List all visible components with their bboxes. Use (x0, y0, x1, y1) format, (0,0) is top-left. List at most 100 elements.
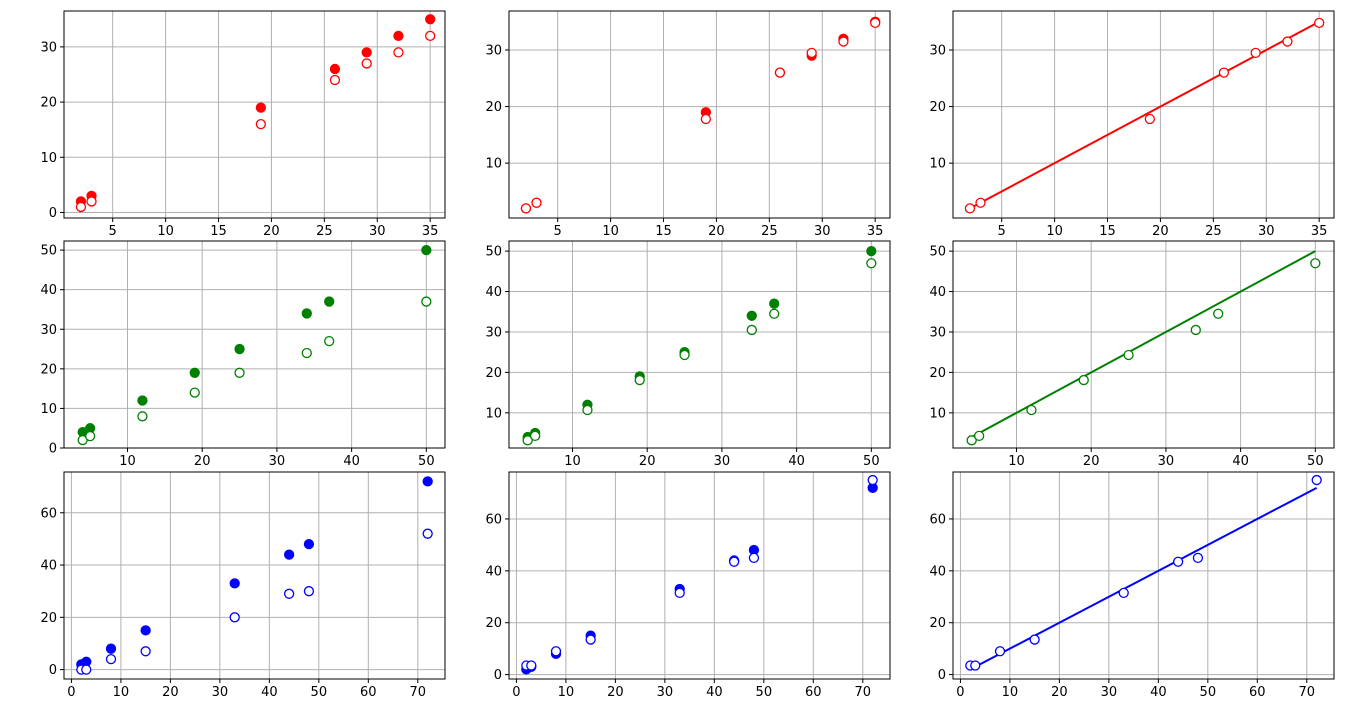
hollow-point (522, 435, 533, 446)
x-tick-label: 30 (714, 454, 731, 469)
hollow-point (674, 587, 685, 599)
hollow-point (1213, 308, 1224, 319)
hollow-point (324, 335, 335, 347)
x-tick-label: 10 (564, 454, 581, 469)
y-tick-label: 60 (485, 512, 502, 527)
hollow-point (1314, 17, 1325, 29)
filled-point (234, 343, 245, 355)
x-tick-label: 50 (1307, 454, 1324, 469)
y-tick-label: 10 (929, 406, 946, 421)
filled-point (301, 308, 312, 319)
filled-point (303, 538, 315, 550)
y-tick-label: 60 (40, 506, 57, 521)
hollow-point (520, 203, 532, 214)
hollow-point (582, 404, 593, 416)
y-tick-label: 50 (40, 244, 57, 259)
x-tick-label: 30 (212, 685, 229, 700)
hollow-point (421, 296, 432, 307)
hollow-point (866, 258, 877, 269)
y-tick-label: 10 (485, 406, 502, 421)
y-tick-label: 20 (929, 366, 946, 381)
plot-area (64, 472, 445, 679)
hollow-point (86, 196, 97, 207)
x-tick-label: 30 (657, 685, 674, 700)
x-tick-label: 30 (1258, 224, 1275, 239)
plot-frame (952, 10, 1335, 219)
filled-point (140, 625, 151, 636)
x-tick-label: 35 (422, 224, 439, 239)
y-tick-label: 40 (40, 559, 57, 574)
plot-frame (508, 471, 891, 680)
hollow-point (301, 347, 312, 359)
hollow-point (748, 552, 760, 564)
hollow-point (867, 474, 878, 486)
data-layer (964, 17, 1325, 214)
filled-point (746, 310, 757, 321)
hollow-point (255, 119, 267, 130)
x-tick-label: 15 (1099, 224, 1116, 239)
x-tick-label: 30 (814, 224, 831, 239)
hollow-point (1172, 556, 1184, 567)
hollow-point (526, 660, 537, 671)
x-tick-label: 0 (67, 685, 75, 700)
hollow-point (966, 435, 977, 446)
hollow-point (393, 47, 404, 58)
filled-point (425, 14, 436, 25)
x-tick-label: 40 (1150, 685, 1167, 700)
hollow-point (970, 660, 981, 671)
hollow-point (229, 612, 240, 623)
x-tick-label: 30 (1101, 685, 1118, 700)
y-tick-label: 20 (485, 100, 502, 115)
hollow-point (1311, 474, 1322, 486)
y-tick-label: 20 (929, 100, 946, 115)
x-tick-label: 50 (863, 454, 880, 469)
data-layer (521, 474, 878, 675)
x-tick-label: 20 (607, 685, 624, 700)
x-tick-label: 20 (263, 224, 280, 239)
y-tick-label: 10 (40, 151, 57, 166)
plot-area (509, 11, 890, 218)
hollow-point (81, 664, 92, 675)
x-tick-label: 20 (708, 224, 725, 239)
x-tick-label: 20 (639, 454, 656, 469)
x-tick-label: 15 (210, 224, 227, 239)
filled-point (137, 395, 148, 406)
hollow-point (1282, 36, 1293, 47)
hollow-point (189, 387, 200, 398)
subplot-r0-c2: 5 10 15 20 25 30 35 10 20 30 (929, 10, 1335, 239)
data-layer (966, 250, 1321, 446)
subplot-r2-c1: 0 10 20 30 40 50 60 70 0 20 40 60 (485, 471, 891, 700)
y-tick-label: 0 (938, 668, 946, 683)
hollow-point (329, 74, 341, 86)
filled-point (361, 47, 372, 58)
x-tick-label: 25 (1205, 224, 1222, 239)
data-layer (965, 474, 1322, 671)
hollow-point (964, 203, 976, 214)
x-tick-label: 10 (602, 224, 619, 239)
filled-point (866, 245, 877, 257)
y-tick-label: 20 (485, 366, 502, 381)
hollow-point (746, 324, 757, 336)
hollow-point (1144, 113, 1155, 125)
x-tick-label: 25 (761, 224, 778, 239)
filled-point (255, 102, 267, 113)
hollow-point (1192, 552, 1204, 564)
subplot-r0-c1: 5 10 15 20 25 30 35 10 20 30 (485, 10, 891, 239)
hollow-point (1123, 349, 1134, 361)
x-tick-label: 5 (109, 224, 117, 239)
subplot-r2-c2: 0 10 20 30 40 50 60 70 0 20 40 60 (929, 471, 1335, 700)
hollow-point (1026, 404, 1037, 416)
hollow-point (973, 430, 985, 442)
x-tick-label: 20 (1152, 224, 1169, 239)
plot-frame (508, 240, 891, 449)
x-tick-label: 20 (1051, 685, 1068, 700)
x-tick-label: 5 (998, 224, 1006, 239)
y-tick-label: 0 (49, 206, 57, 221)
y-tick-label: 20 (929, 616, 946, 631)
y-tick-label: 10 (40, 402, 57, 417)
x-tick-label: 10 (157, 224, 174, 239)
y-tick-label: 20 (40, 96, 57, 111)
x-tick-label: 10 (1002, 685, 1019, 700)
x-tick-label: 5 (554, 224, 562, 239)
x-tick-label: 70 (410, 685, 427, 700)
